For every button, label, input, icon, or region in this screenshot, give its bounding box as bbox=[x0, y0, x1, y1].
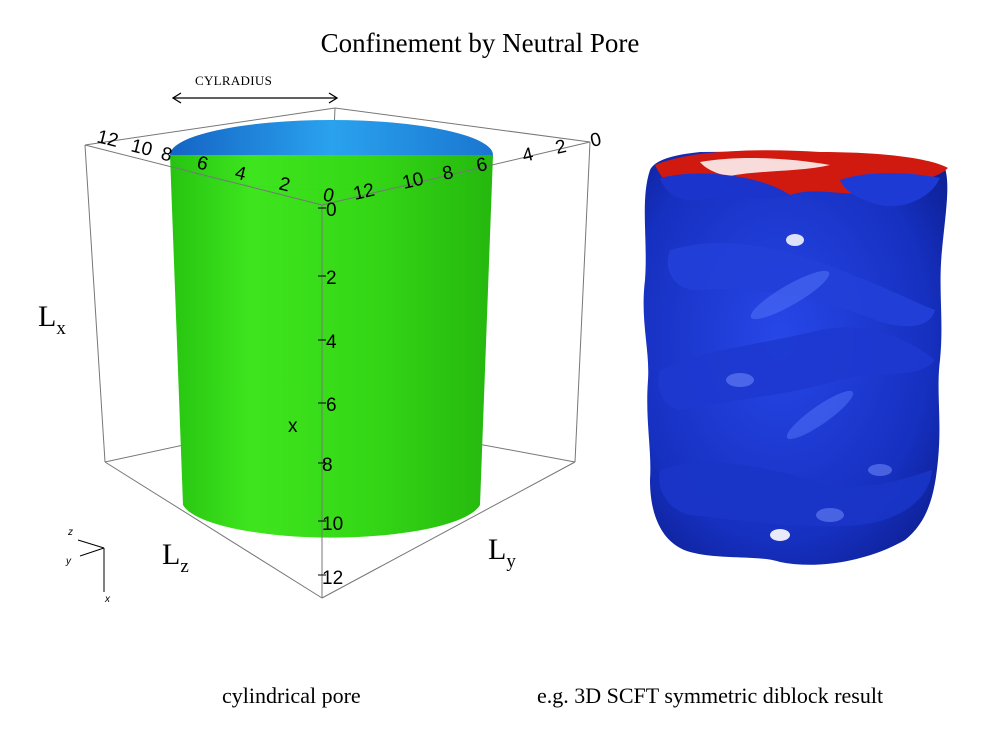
x-tick-label: 0 bbox=[326, 200, 337, 221]
top-right-tick-label: 2 bbox=[553, 136, 568, 159]
top-left-tick-label: 12 bbox=[95, 126, 121, 151]
dimension-label-lz: Lz bbox=[162, 538, 189, 577]
svg-text:x: x bbox=[104, 594, 111, 605]
top-right-axis-ticks: 12 10 8 6 4 2 0 bbox=[351, 129, 603, 205]
x-tick-label: 6 bbox=[326, 395, 337, 416]
diblock-result-shape bbox=[643, 150, 948, 565]
cylradius-label: CYLRADIUS bbox=[195, 73, 273, 88]
top-right-tick-label: 0 bbox=[588, 129, 603, 152]
top-left-axis-ticks: 12 10 8 6 4 2 0 bbox=[95, 126, 336, 207]
bounding-box-front bbox=[84, 141, 591, 598]
orientation-labels: z y x bbox=[65, 527, 111, 605]
top-left-tick-label: 0 bbox=[321, 184, 336, 207]
caption-cylindrical-pore: cylindrical pore bbox=[222, 683, 361, 708]
dimension-label-ly: Ly bbox=[488, 533, 516, 572]
x-tick-label: 2 bbox=[326, 268, 337, 289]
svg-text:y: y bbox=[65, 556, 72, 567]
axis-tick-marks bbox=[318, 207, 326, 576]
svg-text:z: z bbox=[67, 527, 73, 538]
top-left-tick-label: 8 bbox=[159, 143, 174, 166]
top-left-tick-label: 6 bbox=[195, 152, 210, 175]
cylinder-pore bbox=[170, 120, 493, 538]
x-axis-label: x bbox=[288, 416, 298, 437]
x-axis-ticks: 0 2 4 6 8 10 12 bbox=[322, 200, 343, 589]
top-right-tick-label: 6 bbox=[474, 154, 489, 177]
top-right-tick-label: 10 bbox=[400, 169, 425, 194]
x-tick-label: 12 bbox=[322, 568, 343, 589]
top-right-tick-label: 12 bbox=[351, 180, 376, 205]
top-left-tick-label: 10 bbox=[129, 135, 155, 160]
dimension-label-lx: Lx bbox=[38, 300, 66, 339]
figure-title: Confinement by Neutral Pore bbox=[320, 28, 640, 58]
x-tick-label: 8 bbox=[322, 455, 333, 476]
cylradius-arrow bbox=[171, 92, 339, 104]
x-tick-label: 4 bbox=[326, 332, 337, 353]
caption-scft-result: e.g. 3D SCFT symmetric diblock result bbox=[537, 683, 884, 708]
x-tick-label: 10 bbox=[322, 514, 343, 535]
top-right-tick-label: 4 bbox=[520, 144, 535, 167]
orientation-triad bbox=[77, 539, 105, 592]
top-left-tick-label: 2 bbox=[277, 173, 292, 196]
top-right-tick-label: 8 bbox=[440, 162, 455, 185]
